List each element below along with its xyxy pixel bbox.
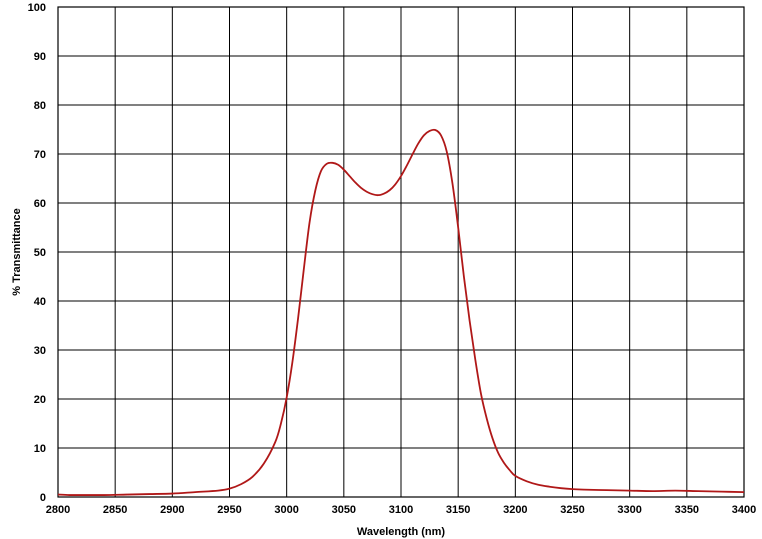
- x-tick-label: 2900: [160, 504, 184, 516]
- x-tick-label: 3200: [503, 504, 527, 516]
- x-tick-label: 3350: [675, 504, 699, 516]
- y-tick-label: 30: [34, 345, 46, 357]
- x-tick-label: 3250: [560, 504, 584, 516]
- x-tick-label: 3150: [446, 504, 470, 516]
- grid-lines: [57, 6, 745, 498]
- x-tick-labels: 2800 2850 2900 2950 3000 3050 3100 3150 3200 3250…: [46, 504, 756, 516]
- x-axis-title: Wavelength (nm): [357, 526, 446, 538]
- y-tick-label: 80: [34, 100, 46, 112]
- y-tick-labels: 0 10 20 30 40 50 60 70 80 90 100: [28, 2, 46, 504]
- x-tick-label: 2800: [46, 504, 70, 516]
- series-layer: [57, 128, 745, 496]
- x-tick-label: 3050: [332, 504, 356, 516]
- x-tick-label: 3100: [389, 504, 413, 516]
- y-tick-label: 70: [34, 149, 46, 161]
- y-tick-label: 10: [34, 443, 46, 455]
- y-tick-label: 20: [34, 394, 46, 406]
- y-tick-label: 40: [34, 296, 46, 308]
- x-tick-label: 3000: [274, 504, 298, 516]
- x-tick-label: 2850: [103, 504, 127, 516]
- y-tick-label: 90: [34, 51, 46, 63]
- y-tick-label: 100: [28, 2, 46, 14]
- x-tick-label: 3400: [732, 504, 756, 516]
- y-tick-label: 50: [34, 247, 46, 259]
- x-tick-label: 3300: [617, 504, 641, 516]
- y-tick-label: 0: [40, 492, 46, 504]
- y-tick-label: 60: [34, 198, 46, 210]
- y-axis-title: % Transmittance: [11, 208, 23, 295]
- x-tick-label: 2950: [217, 504, 241, 516]
- transmittance-series-line: [57, 128, 745, 496]
